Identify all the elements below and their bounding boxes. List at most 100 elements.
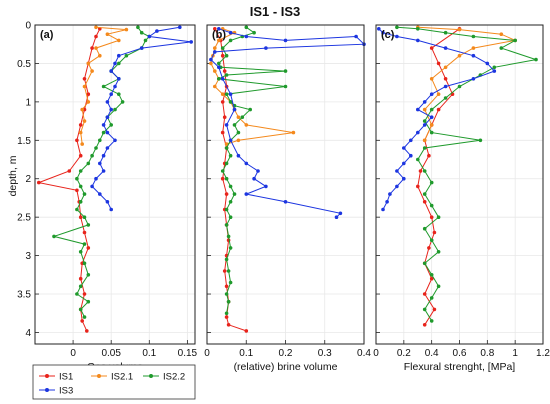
data-point <box>213 84 217 89</box>
data-point <box>436 284 441 289</box>
data-point <box>422 323 427 327</box>
data-point <box>429 319 434 323</box>
y-axis-label: depth, m <box>7 155 19 196</box>
series-IS2.2 <box>395 25 538 323</box>
x-tick-label: 0 <box>373 348 379 359</box>
data-point <box>244 34 249 39</box>
data-point <box>217 38 221 43</box>
data-point <box>395 169 399 173</box>
data-point <box>226 234 231 239</box>
data-point <box>86 246 91 250</box>
legend-entry: IS2.1 <box>91 372 133 383</box>
data-point <box>82 230 87 235</box>
data-point <box>388 192 392 196</box>
data-point <box>109 92 113 96</box>
data-point <box>80 107 84 112</box>
data-point <box>82 77 87 81</box>
data-point <box>443 65 448 70</box>
data-point <box>86 273 91 277</box>
data-point <box>244 123 249 127</box>
data-point <box>224 257 229 262</box>
data-point <box>189 40 193 44</box>
data-point <box>443 46 448 50</box>
data-point <box>224 223 229 227</box>
data-point <box>264 184 268 189</box>
y-tick-label: 1.5 <box>17 136 31 147</box>
data-point <box>52 234 56 239</box>
data-point <box>513 38 517 43</box>
data-point <box>395 184 399 189</box>
data-point <box>228 200 233 204</box>
data-point <box>416 27 420 31</box>
data-point <box>109 107 113 112</box>
legend-label: IS2.1 <box>111 372 133 383</box>
data-point <box>492 69 497 73</box>
series-line <box>52 27 151 318</box>
data-point <box>155 29 159 33</box>
data-point <box>457 53 462 58</box>
data-point <box>432 307 437 312</box>
data-point <box>224 311 229 316</box>
data-point <box>101 84 106 89</box>
data-point <box>220 130 225 135</box>
legend-swatch-marker <box>45 388 49 392</box>
data-point <box>422 138 427 143</box>
data-point <box>75 188 79 193</box>
data-point <box>422 169 427 173</box>
data-point <box>82 315 87 319</box>
data-point <box>75 176 79 181</box>
legend-box <box>32 364 196 400</box>
data-point <box>385 200 389 204</box>
data-point <box>224 53 229 58</box>
data-point <box>86 161 91 166</box>
data-point <box>429 296 434 300</box>
data-point <box>224 292 229 296</box>
data-point <box>220 176 225 181</box>
data-point <box>67 169 72 173</box>
data-point <box>86 92 91 96</box>
data-point <box>78 276 83 281</box>
legend-swatch-marker <box>97 374 101 378</box>
y-tick-label: 0.5 <box>17 59 31 70</box>
data-point <box>117 38 121 43</box>
series-IS1 <box>213 27 249 333</box>
data-point <box>139 46 144 50</box>
data-point <box>429 107 434 112</box>
data-point <box>416 130 420 135</box>
data-point <box>105 32 110 36</box>
data-point <box>429 215 434 219</box>
x-tick-label: 0.6 <box>453 348 467 359</box>
data-point <box>244 161 249 166</box>
data-point <box>82 119 87 123</box>
data-point <box>236 153 241 158</box>
series-IS2.2 <box>217 25 288 316</box>
y-tick-label: 2 <box>25 174 31 185</box>
data-point <box>244 25 249 30</box>
data-point <box>228 100 233 104</box>
data-point <box>117 77 121 81</box>
data-point <box>436 250 441 254</box>
data-point <box>75 292 79 296</box>
data-point <box>220 77 225 81</box>
data-point <box>471 34 476 39</box>
data-point <box>78 169 83 173</box>
y-tick-label: 0 <box>25 21 31 32</box>
legend: IS1 IS2.1 IS2.2 IS3 <box>32 364 196 400</box>
data-point <box>381 30 385 35</box>
data-point <box>226 323 231 327</box>
data-point <box>94 176 98 181</box>
data-point <box>443 96 448 100</box>
data-point <box>213 50 217 54</box>
data-point <box>409 153 413 158</box>
data-point <box>213 69 217 73</box>
data-point <box>78 200 83 204</box>
data-point <box>436 92 441 96</box>
data-point <box>220 46 225 50</box>
data-point <box>471 77 476 81</box>
y-tick-label: 3.5 <box>17 290 31 301</box>
data-point <box>236 130 241 135</box>
data-point <box>78 250 83 254</box>
data-point <box>228 215 233 219</box>
